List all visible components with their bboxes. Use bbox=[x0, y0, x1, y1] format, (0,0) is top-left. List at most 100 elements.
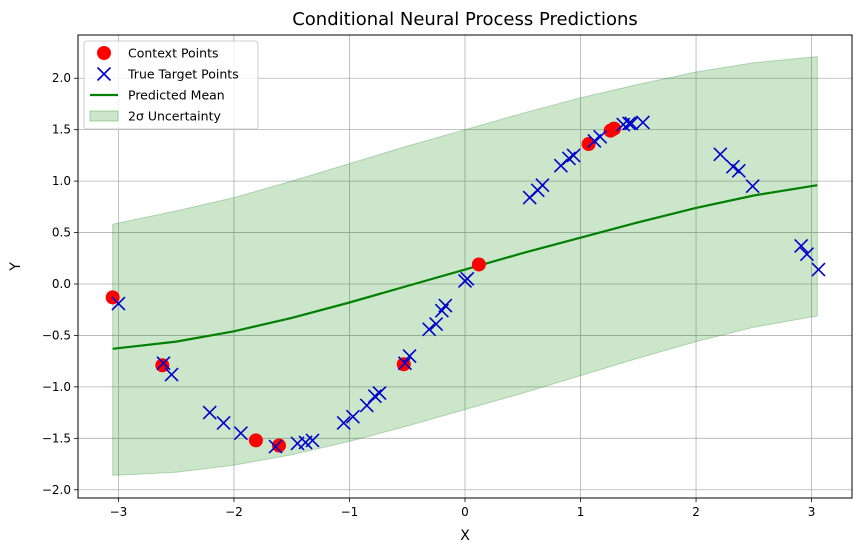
target-point bbox=[202, 405, 217, 420]
target-point bbox=[635, 115, 650, 130]
target-point bbox=[402, 348, 417, 364]
x-marker-stroke bbox=[422, 322, 437, 337]
target-point bbox=[397, 356, 412, 371]
target-point bbox=[422, 322, 437, 337]
target-point bbox=[460, 271, 475, 286]
x-marker-stroke bbox=[111, 296, 126, 311]
mean-line-layer bbox=[112, 184, 818, 350]
uncertainty-band bbox=[112, 56, 818, 476]
x-marker-stroke bbox=[535, 178, 550, 193]
x-marker-stroke bbox=[402, 348, 417, 364]
x-marker-stroke bbox=[438, 298, 453, 313]
y-axis-label: Y bbox=[8, 262, 24, 272]
x-marker-stroke bbox=[336, 415, 351, 430]
x-marker-stroke bbox=[359, 398, 374, 413]
y-tick-label: −1.5 bbox=[42, 431, 71, 445]
x-marker-stroke bbox=[799, 247, 815, 262]
x-marker-stroke bbox=[731, 163, 746, 178]
target-point bbox=[725, 159, 741, 174]
target-point bbox=[336, 415, 351, 430]
x-marker-stroke bbox=[156, 356, 171, 371]
x-tick-label: −1 bbox=[341, 505, 359, 519]
x-marker-stroke bbox=[305, 433, 320, 448]
x-tick-label: 2 bbox=[692, 505, 700, 519]
x-marker-stroke bbox=[268, 439, 283, 454]
x-marker-stroke bbox=[635, 115, 650, 130]
target-point bbox=[268, 439, 283, 454]
target-point bbox=[794, 238, 809, 253]
x-marker-stroke bbox=[96, 66, 112, 82]
y-tick-label: 1.5 bbox=[52, 123, 71, 137]
legend-label: True Target Points bbox=[127, 67, 239, 82]
x-marker-stroke bbox=[725, 159, 741, 174]
y-tick-label: −2.0 bbox=[42, 483, 71, 497]
target-point bbox=[438, 298, 453, 313]
x-axis-label: X bbox=[460, 528, 470, 544]
target-point bbox=[305, 433, 320, 448]
x-marker-stroke bbox=[202, 405, 217, 420]
target-points-layer bbox=[111, 115, 826, 454]
target-point bbox=[587, 133, 602, 149]
target-point bbox=[731, 163, 746, 178]
x-tick-label: −2 bbox=[225, 505, 243, 519]
x-marker-stroke bbox=[593, 129, 608, 144]
x-marker-stroke bbox=[566, 148, 581, 163]
legend-target-swatch bbox=[96, 66, 112, 82]
y-tick-label: 0.5 bbox=[52, 226, 71, 240]
target-point bbox=[111, 296, 126, 311]
x-tick-label: 0 bbox=[461, 505, 469, 519]
x-marker-stroke bbox=[345, 409, 361, 424]
context-point bbox=[607, 121, 622, 136]
predicted-mean-line bbox=[112, 184, 818, 350]
target-point bbox=[372, 385, 387, 401]
target-point bbox=[535, 178, 550, 193]
target-point bbox=[745, 179, 760, 194]
y-tick-label: −1.0 bbox=[42, 380, 71, 394]
context-point bbox=[581, 137, 596, 152]
x-tick-label: −3 bbox=[110, 505, 128, 519]
target-point bbox=[566, 148, 581, 163]
target-point bbox=[811, 262, 826, 277]
x-marker-stroke bbox=[397, 356, 412, 371]
context-point bbox=[471, 257, 486, 272]
target-point bbox=[345, 409, 361, 424]
x-marker-stroke bbox=[794, 238, 809, 253]
x-marker-stroke bbox=[587, 133, 602, 149]
x-marker-stroke bbox=[624, 116, 639, 131]
x-tick-label: 1 bbox=[577, 505, 585, 519]
legend-label: Context Points bbox=[128, 46, 219, 61]
x-marker-stroke bbox=[745, 179, 760, 194]
y-axis-ticks: −2.0 −1.5 −1.0 −0.5 0.0 0.5 1.0 1.5 2.0 bbox=[42, 71, 78, 497]
target-point bbox=[713, 147, 728, 162]
x-marker-stroke bbox=[216, 415, 231, 430]
legend: Context Points True Target Points Predicte… bbox=[83, 40, 259, 130]
target-point bbox=[429, 317, 444, 332]
y-tick-label: 1.0 bbox=[52, 174, 71, 188]
legend-box bbox=[83, 40, 259, 130]
x-marker-stroke bbox=[429, 317, 444, 332]
uncertainty-band-layer bbox=[112, 56, 818, 476]
legend-band-swatch bbox=[89, 110, 119, 122]
target-point bbox=[156, 356, 171, 371]
context-point bbox=[248, 433, 263, 448]
chart-title: Conditional Neural Process Predictions bbox=[292, 9, 638, 30]
legend-label: 2σ Uncertainty bbox=[128, 109, 221, 124]
x-tick-label: 3 bbox=[808, 505, 816, 519]
target-point bbox=[593, 129, 608, 144]
x-marker-stroke bbox=[621, 116, 637, 131]
target-point bbox=[216, 415, 231, 430]
target-point bbox=[621, 116, 637, 131]
y-tick-label: 0.0 bbox=[52, 277, 71, 291]
target-point bbox=[624, 116, 639, 131]
context-point bbox=[272, 438, 287, 453]
target-point bbox=[164, 367, 179, 382]
x-axis-ticks: −3 −2 −1 0 1 2 3 bbox=[110, 498, 816, 519]
target-point bbox=[233, 426, 248, 441]
y-tick-label: −0.5 bbox=[42, 328, 71, 342]
target-point bbox=[799, 247, 815, 262]
legend-label: Predicted Mean bbox=[128, 88, 225, 103]
x-marker-stroke bbox=[460, 271, 475, 286]
x-marker-stroke bbox=[164, 367, 179, 382]
legend-context-swatch bbox=[97, 46, 111, 60]
